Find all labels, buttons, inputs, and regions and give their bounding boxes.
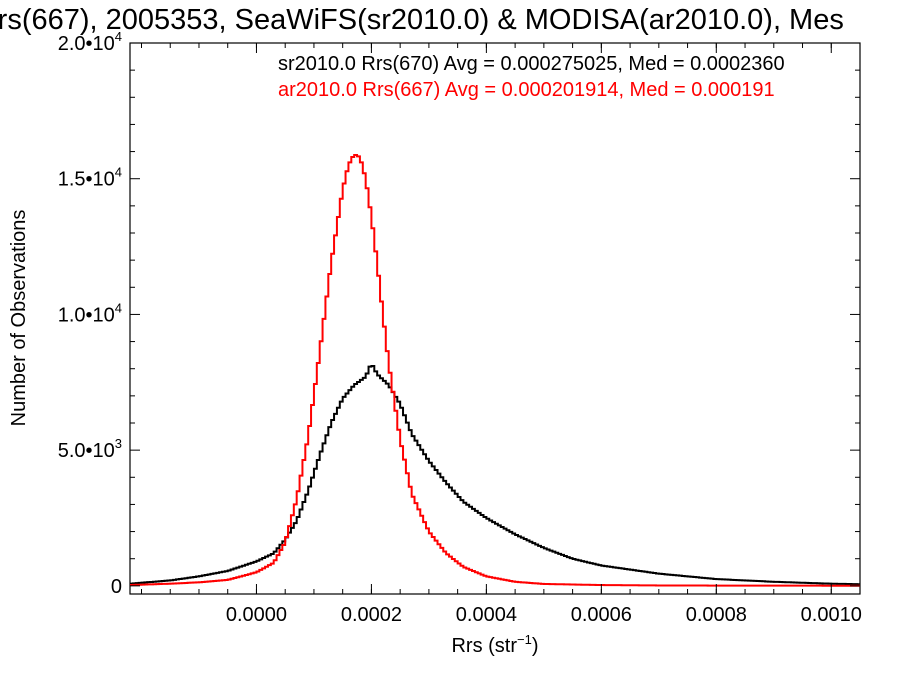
x-axis-label: Rrs (str−1) bbox=[451, 632, 538, 657]
x-tick-label: 0.0004 bbox=[456, 604, 517, 626]
y-axis: 0 5.0•103 1.0•104 1.5•104 2.0•104 bbox=[58, 29, 860, 598]
y-tick-label: 5.0•103 bbox=[58, 436, 122, 462]
y-tick-label: 0 bbox=[111, 576, 122, 598]
x-tick-label: 0.0008 bbox=[686, 604, 747, 626]
y-tick-label: 1.0•104 bbox=[58, 300, 122, 326]
y-tick-label: 1.5•104 bbox=[58, 165, 122, 191]
plot-frame bbox=[129, 42, 861, 595]
series-line-1 bbox=[130, 153, 860, 587]
legend-entry-black: sr2010.0 Rrs(670) Avg = 0.000275025, Med… bbox=[278, 53, 785, 75]
y-tick-label: 2.0•104 bbox=[58, 29, 122, 55]
series-layer bbox=[130, 153, 860, 587]
x-tick-label: 0.0010 bbox=[801, 604, 862, 626]
chart-title: rrs(667), 2005353, SeaWiFS(sr2010.0) & M… bbox=[0, 4, 844, 36]
x-tick-label: 0.0002 bbox=[341, 604, 402, 626]
legend: sr2010.0 Rrs(670) Avg = 0.000275025, Med… bbox=[278, 53, 785, 101]
x-axis: 0.0000 0.0002 0.0004 0.0006 0.0008 0.0010 bbox=[140, 43, 862, 626]
x-tick-label: 0.0006 bbox=[571, 604, 632, 626]
y-axis-label: Number of Observations bbox=[8, 210, 30, 427]
series-line-0 bbox=[130, 365, 860, 586]
legend-entry-red: ar2010.0 Rrs(667) Avg = 0.000201914, Med… bbox=[278, 79, 775, 101]
x-tick-label: 0.0000 bbox=[226, 604, 287, 626]
